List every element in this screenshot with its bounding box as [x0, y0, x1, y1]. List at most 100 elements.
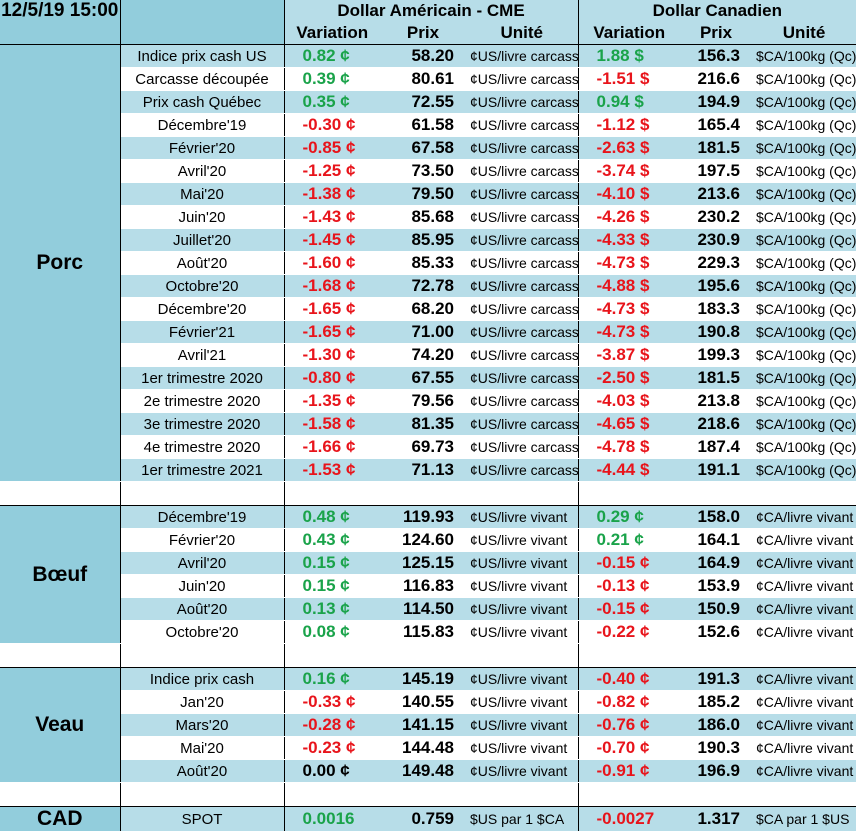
cad-prix: 150.9 — [680, 597, 753, 621]
cad-prix: 191.1 — [680, 458, 753, 482]
usd-variation: -1.43 ¢ — [284, 205, 380, 229]
cad-unit: ¢CA/livre vivant — [752, 505, 856, 529]
usd-variation: -1.45 ¢ — [284, 228, 380, 252]
cad-prix-header: Prix — [680, 22, 753, 45]
table-row: Octobre'20 -1.68 ¢ 72.78 ¢US/livre carcasse… — [0, 274, 856, 298]
usd-prix: 141.15 — [380, 713, 466, 737]
cad-prix: 158.0 — [680, 505, 753, 529]
table-row: Avril'20 0.15 ¢ 125.15 ¢US/livre vivant -0.1… — [0, 551, 856, 575]
row-label: Décembre'19 — [120, 505, 285, 529]
cad-variation: -3.74 $ — [578, 159, 681, 183]
group-label: Porc — [0, 44, 121, 482]
cad-unit: $CA/100kg (Qc) — [752, 320, 856, 344]
usd-prix-header: Prix — [380, 22, 466, 45]
cad-unit: ¢CA/livre vivant — [752, 667, 856, 691]
table-row: 1er trimestre 2021 -1.53 ¢ 71.13 ¢US/livre … — [0, 458, 856, 482]
usd-unit: ¢US/livre carcasse — [466, 274, 579, 298]
usd-unit: ¢US/livre vivant — [466, 551, 579, 575]
cad-unit: $CA/100kg (Qc) — [752, 44, 856, 68]
usd-prix: 124.60 — [380, 528, 466, 552]
cad-variation: -0.76 ¢ — [578, 713, 681, 737]
cad-variation: -4.88 $ — [578, 274, 681, 298]
usd-variation: -1.65 ¢ — [284, 320, 380, 344]
table-row: Juillet'20 -1.45 ¢ 85.95 ¢US/livre carcasse… — [0, 228, 856, 252]
usd-prix: 116.83 — [380, 574, 466, 598]
row-label: 2e trimestre 2020 — [120, 389, 285, 413]
table-row: Octobre'20 0.08 ¢ 115.83 ¢US/livre vivant -0… — [0, 620, 856, 644]
usd-unit: ¢US/livre carcasse — [466, 182, 579, 206]
row-label: Mai'20 — [120, 182, 285, 206]
row-label: Indice prix cash US — [120, 44, 285, 68]
usd-unit: ¢US/livre vivant — [466, 667, 579, 691]
cad-variation: -0.82 ¢ — [578, 690, 681, 714]
cad-variation: -0.15 ¢ — [578, 551, 681, 575]
usd-variation: -1.38 ¢ — [284, 182, 380, 206]
row-label: Février'20 — [120, 136, 285, 160]
usd-prix: 145.19 — [380, 667, 466, 691]
usd-prix: 149.48 — [380, 759, 466, 783]
row-label: Avril'20 — [120, 551, 285, 575]
usd-variation: 0.15 ¢ — [284, 574, 380, 598]
usd-unit: ¢US/livre carcasse — [466, 113, 579, 137]
usd-prix: 85.68 — [380, 205, 466, 229]
usd-unit: ¢US/livre carcasse — [466, 90, 579, 114]
cad-unit: $CA/100kg (Qc) — [752, 435, 856, 459]
usd-unit: ¢US/livre carcasse — [466, 159, 579, 183]
table-row: 3e trimestre 2020 -1.58 ¢ 81.35 ¢US/livre c… — [0, 412, 856, 436]
row-label: Mai'20 — [120, 736, 285, 760]
usd-variation: 0.82 ¢ — [284, 44, 380, 68]
cad-unit: ¢CA/livre vivant — [752, 713, 856, 737]
usd-variation: -0.33 ¢ — [284, 690, 380, 714]
cad-variation: -0.0027 — [578, 806, 681, 832]
usd-variation: -1.35 ¢ — [284, 389, 380, 413]
cad-prix: 216.6 — [680, 67, 753, 91]
usd-variation: -1.30 ¢ — [284, 343, 380, 367]
usd-prix: 68.20 — [380, 297, 466, 321]
table-row: Carcasse découpée 0.39 ¢ 80.61 ¢US/livre ca… — [0, 67, 856, 91]
cad-unit: $CA/100kg (Qc) — [752, 343, 856, 367]
usd-unit: ¢US/livre carcasse — [466, 412, 579, 436]
usd-variation: 0.00 ¢ — [284, 759, 380, 783]
cad-variation: -4.73 $ — [578, 320, 681, 344]
usd-prix: 81.35 — [380, 412, 466, 436]
row-label: 4e trimestre 2020 — [120, 435, 285, 459]
table-row: Prix cash Québec 0.35 ¢ 72.55 ¢US/livre car… — [0, 90, 856, 114]
cad-prix: 181.5 — [680, 366, 753, 390]
usd-prix: 125.15 — [380, 551, 466, 575]
cad-unit: ¢CA/livre vivant — [752, 736, 856, 760]
usd-variation: 0.35 ¢ — [284, 90, 380, 114]
cad-unit: ¢CA/livre vivant — [752, 551, 856, 575]
cad-variation: 0.29 ¢ — [578, 505, 681, 529]
cad-prix: 213.6 — [680, 182, 753, 206]
usd-prix: 73.50 — [380, 159, 466, 183]
timestamp: 12/5/19 15:00 — [0, 0, 121, 22]
usd-prix: 144.48 — [380, 736, 466, 760]
usd-variation: -1.58 ¢ — [284, 412, 380, 436]
cad-prix: 230.9 — [680, 228, 753, 252]
usd-variation: -0.30 ¢ — [284, 113, 380, 137]
cad-unit: ¢CA/livre vivant — [752, 620, 856, 644]
cad-unit: $CA/100kg (Qc) — [752, 297, 856, 321]
cad-variation-header: Variation — [578, 22, 681, 45]
usd-prix: 114.50 — [380, 597, 466, 621]
cad-unit: ¢CA/livre vivant — [752, 690, 856, 714]
table-row: Juin'20 -1.43 ¢ 85.68 ¢US/livre carcasse -4.… — [0, 205, 856, 229]
cad-unite-header: Unité — [752, 22, 856, 45]
spacer-row — [0, 643, 856, 668]
usd-unit: ¢US/livre carcasse — [466, 297, 579, 321]
header-row-2: Variation Prix Unité Variation Prix Unit… — [0, 22, 856, 45]
cad-variation: -4.33 $ — [578, 228, 681, 252]
usd-prix: 85.95 — [380, 228, 466, 252]
cad-prix: 190.8 — [680, 320, 753, 344]
cad-prix: 213.8 — [680, 389, 753, 413]
usd-variation: -1.53 ¢ — [284, 458, 380, 482]
usd-prix: 80.61 — [380, 67, 466, 91]
table-row: Mai'20 -1.38 ¢ 79.50 ¢US/livre carcasse -4.1… — [0, 182, 856, 206]
row-label: Indice prix cash — [120, 667, 285, 691]
cad-variation: -0.70 ¢ — [578, 736, 681, 760]
row-label: Décembre'19 — [120, 113, 285, 137]
row-label: Avril'20 — [120, 159, 285, 183]
cad-prix: 183.3 — [680, 297, 753, 321]
cad-unit: $CA/100kg (Qc) — [752, 251, 856, 275]
usd-prix: 72.78 — [380, 274, 466, 298]
